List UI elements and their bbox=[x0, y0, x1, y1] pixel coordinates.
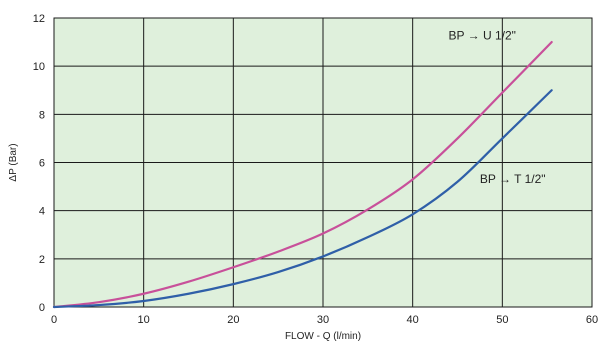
x-tick-label: 20 bbox=[227, 314, 239, 326]
y-tick-label: 6 bbox=[39, 158, 45, 170]
x-tick-labels: 0 10 20 30 40 50 60 bbox=[51, 314, 598, 326]
series-lines bbox=[52, 40, 553, 309]
y-tick-label: 0 bbox=[39, 302, 45, 314]
annotations: BP → U 1/2" BP → T 1/2" bbox=[449, 29, 546, 186]
grid-lines bbox=[53, 17, 593, 308]
x-axis-label: FLOW - Q (l/min) bbox=[285, 331, 361, 342]
y-axis-label: ΔP (Bar) bbox=[8, 143, 19, 181]
series-annotation-1: BP → T 1/2" bbox=[480, 172, 546, 186]
series-line-0 bbox=[52, 40, 553, 309]
x-tick-label: 50 bbox=[496, 314, 508, 326]
y-tick-label: 10 bbox=[33, 61, 45, 73]
x-tick-label: 0 bbox=[51, 314, 57, 326]
y-tick-label: 2 bbox=[39, 254, 45, 266]
y-tick-labels: 0 2 4 6 8 10 12 bbox=[33, 13, 45, 314]
y-tick-label: 8 bbox=[39, 109, 45, 121]
series-annotation-0: BP → U 1/2" bbox=[449, 29, 516, 43]
x-tick-label: 60 bbox=[586, 314, 598, 326]
plot-frame bbox=[53, 17, 593, 308]
series-line-1 bbox=[52, 89, 553, 309]
x-tick-label: 10 bbox=[138, 314, 150, 326]
y-tick-label: 4 bbox=[39, 206, 45, 218]
x-tick-label: 40 bbox=[407, 314, 419, 326]
y-tick-label: 12 bbox=[33, 13, 45, 25]
x-tick-label: 30 bbox=[317, 314, 329, 326]
